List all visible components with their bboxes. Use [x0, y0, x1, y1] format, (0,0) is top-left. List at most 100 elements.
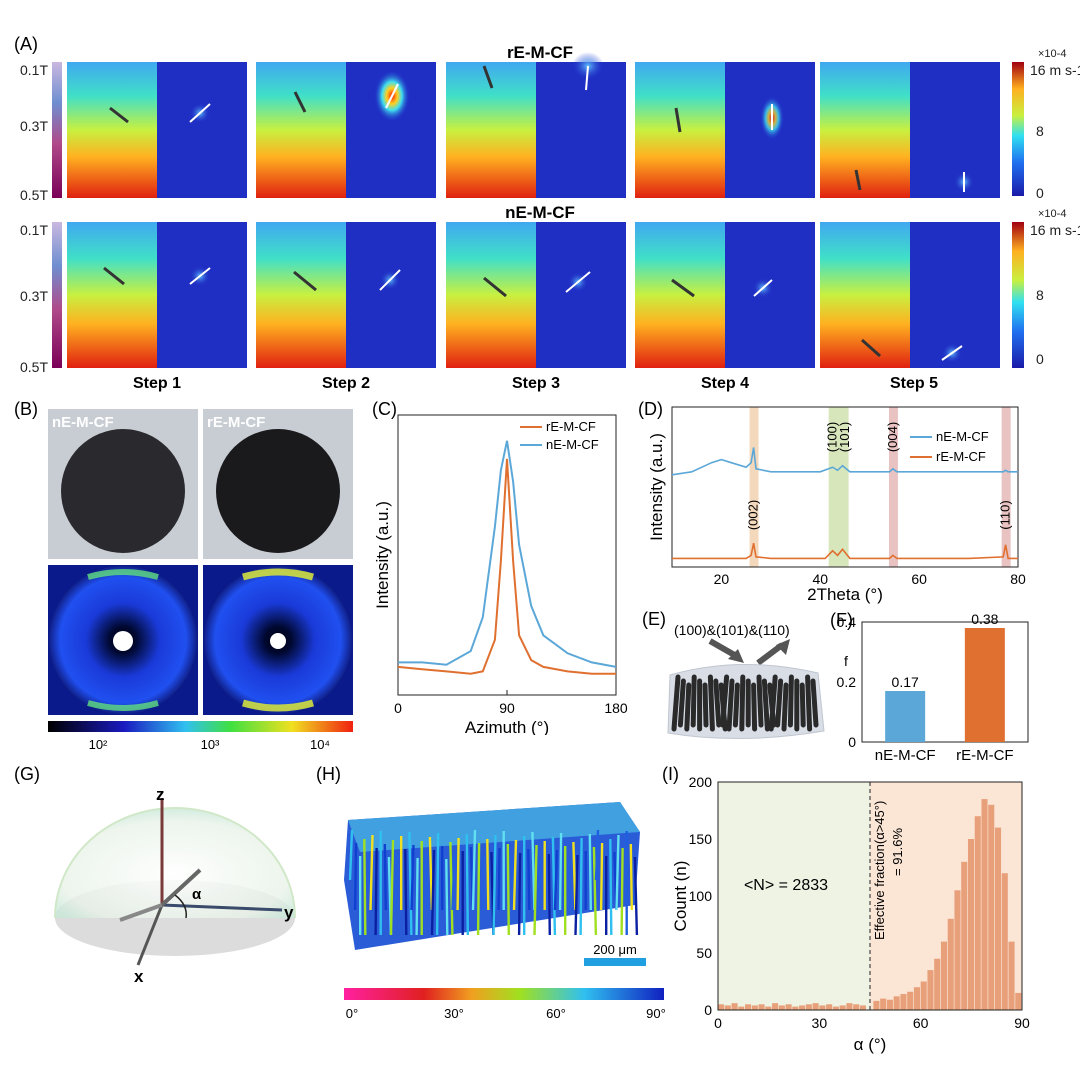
fiber-streak — [430, 849, 436, 936]
xrd-series-rE-M-CF — [672, 543, 1018, 560]
fiber-outline — [293, 91, 307, 113]
legend-label: nE-M-CF — [546, 437, 599, 452]
field-map — [67, 62, 157, 198]
fiber-streak — [435, 832, 440, 936]
fiber-streak — [615, 834, 620, 911]
panel-g: (G) z y x α — [0, 760, 330, 1060]
simulation-panels — [67, 52, 1000, 368]
fiber-position — [565, 271, 591, 293]
x-axis-label: Azimuth (°) — [465, 718, 549, 735]
velocity-exp-label: ×10-4 — [1038, 48, 1066, 60]
intensity-colorbar — [48, 721, 353, 732]
fiber-position — [189, 267, 211, 285]
bar-value-label: 0.17 — [892, 674, 919, 690]
x-tick-label: 20 — [714, 571, 730, 587]
fiber-position — [189, 103, 211, 123]
plane-annotation: (100)&(101)&(110) — [674, 622, 790, 638]
velocity-exp-label: ×10-4 — [1038, 208, 1066, 220]
histogram-bar — [900, 994, 907, 1010]
histogram-bar — [859, 1005, 866, 1010]
y-axis-label: Intensity (a.u.) — [647, 433, 666, 541]
panel-label-e: (E) — [642, 609, 666, 629]
y-tick-label: 0.2 — [837, 674, 857, 690]
fiber-streak — [527, 848, 531, 911]
plot-frame — [397, 414, 617, 696]
velocity-map — [157, 62, 247, 198]
histogram-bar — [853, 1004, 860, 1010]
histogram-bar — [731, 1003, 738, 1010]
velocity-map — [157, 222, 247, 368]
field-tick: 0.5T — [20, 187, 48, 203]
x-tick-label: 80 — [1010, 571, 1026, 587]
velocity-map — [536, 222, 626, 368]
histogram-bar — [934, 958, 941, 1010]
velocity-tick: 8 — [1036, 287, 1044, 303]
fiber-streak — [383, 843, 387, 911]
histogram-bar — [988, 804, 995, 1010]
hemisphere — [54, 807, 296, 919]
histogram-bar — [839, 1005, 846, 1010]
beamstop — [113, 631, 133, 651]
panel-label-b: (B) — [14, 399, 38, 419]
fiber-streak — [579, 837, 583, 936]
histogram-bar — [724, 1005, 731, 1010]
fiber-streak — [599, 842, 604, 911]
category-label: rE-M-CF — [956, 747, 1013, 760]
bar-nE-M-CF — [885, 691, 926, 742]
velocity-map — [346, 222, 436, 368]
scale-bar — [584, 958, 646, 966]
panel-label-c: (C) — [372, 399, 397, 419]
fiber-streak — [428, 836, 434, 911]
panel-h-svg: (H) 200 μm 0° 30° 60° 90° — [316, 764, 666, 1021]
fiber-outline — [671, 278, 695, 298]
bar-value-label: 0.38 — [971, 611, 998, 627]
background-region-low — [718, 782, 870, 1010]
y-tick-label: 200 — [689, 774, 713, 790]
fiber-streak — [588, 833, 592, 911]
histogram-bar — [1008, 941, 1015, 1010]
fiber-bundle — [671, 674, 819, 732]
fiber-streak — [506, 843, 510, 936]
histogram-bar — [981, 799, 988, 1010]
histogram-bar — [758, 1004, 765, 1010]
step-label: Step 1 — [133, 375, 181, 392]
fiber — [751, 682, 758, 732]
series-line-rE-M-CF — [397, 458, 616, 675]
category-label: nE-M-CF — [875, 747, 936, 760]
panel-label-a: (A) — [14, 34, 38, 54]
y-axis-label: f — [844, 653, 848, 669]
y-tick-label: 100 — [689, 888, 713, 904]
fiber-outline — [293, 270, 317, 292]
fiber — [787, 674, 794, 728]
histogram-bar — [738, 1006, 745, 1010]
arrow-head — [776, 639, 790, 655]
angle-tick: 60° — [546, 1006, 566, 1021]
fiber — [707, 674, 715, 732]
fiber-streak — [353, 842, 358, 911]
fiber-streak — [449, 841, 454, 936]
x-tick-label: 60 — [913, 1015, 929, 1031]
fiber — [799, 682, 806, 728]
x-tick-label: 180 — [604, 700, 628, 716]
step-label: Step 5 — [890, 375, 938, 392]
x-tick-label: 90 — [499, 700, 515, 716]
fiber-streak — [369, 834, 374, 911]
velocity-unit-label: 16 m s-1 — [1030, 62, 1080, 78]
field-map — [820, 62, 910, 198]
fiber-projection — [119, 903, 163, 922]
fiber-streak — [456, 837, 460, 911]
fiber-streak — [553, 849, 559, 911]
field-map — [446, 222, 536, 368]
x-axis — [136, 904, 164, 966]
fiber — [684, 682, 692, 732]
panel-d: (D) nE-M-CF rE-M-CF (002) (100) (101) (004) (1… — [636, 395, 1080, 605]
velocity-tick: 0 — [1036, 351, 1044, 367]
x-tick-label: 60 — [911, 571, 927, 587]
fiber-streak — [497, 847, 501, 911]
histogram-bar — [805, 1004, 812, 1010]
row-title-re: rE-M-CF — [507, 43, 573, 62]
axis-label-x: x — [134, 967, 144, 986]
colorbar-tick: 10² — [89, 737, 108, 752]
photo-label-ne: nE-M-CF — [52, 414, 114, 431]
histogram-bar — [1001, 873, 1008, 1010]
